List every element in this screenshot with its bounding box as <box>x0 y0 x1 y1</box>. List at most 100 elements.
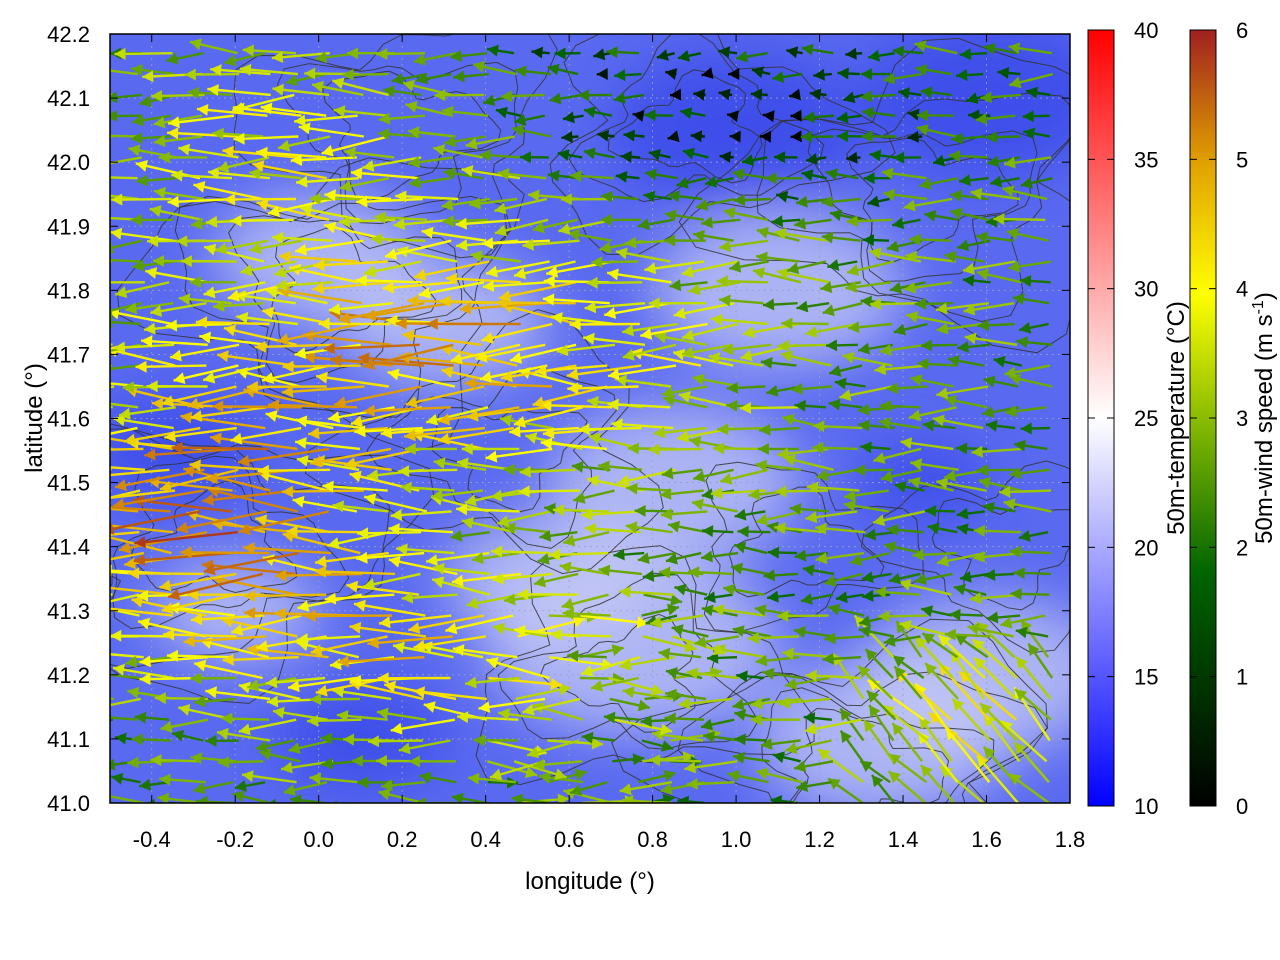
wind-vector-shaft <box>356 197 423 204</box>
wind-vector-head <box>378 128 390 140</box>
wind-vector-shaft <box>364 302 452 318</box>
wind-vector-head <box>115 732 127 745</box>
wind-vector-head <box>670 88 682 101</box>
wind-vector-head <box>154 135 166 147</box>
wind-vector-head <box>573 492 586 504</box>
wind-vector-head <box>244 589 256 602</box>
wind-vector-head <box>591 256 603 269</box>
wind-vector-head <box>224 54 237 67</box>
wind-vector-head <box>32 536 44 548</box>
wind-vector-head <box>924 210 937 222</box>
wind-vector-head <box>154 186 166 199</box>
wind-vector-head <box>69 499 81 511</box>
wind-vector-shaft <box>402 333 482 346</box>
wind-vector-head <box>716 275 728 288</box>
wind-vector-head <box>858 403 870 416</box>
wind-vector-shaft <box>279 254 358 263</box>
wind-vector-head <box>438 413 450 426</box>
wind-vector-head <box>127 756 139 769</box>
wind-vector-head <box>894 666 907 679</box>
wind-vector-shaft <box>445 614 514 632</box>
wind-vector-head <box>395 190 407 203</box>
wind-vector-head <box>732 698 745 711</box>
wind-vector-head <box>71 434 83 446</box>
x-tick-label: 1.2 <box>804 827 835 852</box>
wind-vector-head <box>796 300 809 313</box>
wind-title-main: 50m-wind speed (m s <box>1251 314 1278 543</box>
wind-vector-head <box>393 641 405 654</box>
wind-vector-head <box>1023 127 1036 140</box>
wind-vector-head <box>418 287 431 299</box>
wind-vector-shaft <box>53 511 109 516</box>
wind-vector-head <box>321 144 334 157</box>
wind-vector-head <box>275 279 288 292</box>
wind-vector-head <box>781 317 793 330</box>
wind-vector-head <box>296 633 308 646</box>
wind-vector-head <box>867 690 879 703</box>
contour-line <box>678 37 1070 354</box>
wind-vector-head <box>415 797 426 803</box>
wind-vector-head <box>846 215 858 228</box>
wind-vector-head <box>705 175 717 188</box>
wind-colorbar-tick-label: 0 <box>1236 794 1248 819</box>
wind-vector-head <box>907 130 919 143</box>
wind-vector-head <box>513 416 526 428</box>
wind-vector-head <box>880 344 892 356</box>
wind-vector-head <box>346 580 358 593</box>
wind-vector-head <box>739 402 751 414</box>
wind-vector-head <box>315 684 328 697</box>
wind-vector-head <box>894 481 907 493</box>
wind-vector-head <box>332 685 345 698</box>
wind-vector-head <box>199 331 211 344</box>
wind-vector-head <box>621 794 634 803</box>
wind-vector-head <box>914 297 926 310</box>
wind-vector-head <box>295 437 307 449</box>
wind-vector-head <box>813 68 825 81</box>
wind-vector-shaft <box>141 339 208 346</box>
wind-vector-shaft <box>132 498 232 513</box>
wind-vector-head <box>908 409 921 422</box>
wind-vector-head <box>774 151 786 164</box>
wind-vector-head <box>408 755 420 768</box>
contour-line <box>549 34 896 256</box>
wind-vector-head <box>557 793 570 803</box>
wind-vector-head <box>680 107 693 119</box>
wind-vector-head <box>413 639 426 652</box>
wind-vector-shaft <box>110 795 145 803</box>
wind-colorbar-title: 50m-wind speed (m s-1) <box>1250 292 1278 544</box>
wind-vector-head <box>344 146 356 159</box>
wind-vector-shaft <box>112 489 204 508</box>
wind-vector-head <box>613 548 625 561</box>
wind-vector-head <box>78 500 89 512</box>
wind-vector-head <box>262 372 275 384</box>
wind-vector-head <box>490 489 503 502</box>
wind-vector-shaft <box>164 426 237 439</box>
wind-vector-head <box>407 126 420 139</box>
wind-vector-head <box>328 303 341 316</box>
wind-vector-head <box>640 328 653 340</box>
wind-vector-head <box>404 443 416 455</box>
wind-vector-head <box>549 92 562 105</box>
wind-vector-head <box>598 564 611 577</box>
wind-vector-head <box>532 221 545 234</box>
wind-vector-head <box>366 469 379 481</box>
wind-vector-head <box>170 349 182 362</box>
wind-vector-head <box>144 322 156 335</box>
wind-vector-head <box>915 683 927 696</box>
wind-vector-head <box>322 480 334 493</box>
wind-vector-head <box>969 592 982 605</box>
wind-vector-head <box>466 409 479 422</box>
wind-vector-head <box>686 778 698 790</box>
wind-vector-head <box>593 48 606 61</box>
wind-vector-head <box>858 625 871 638</box>
wind-vector-head <box>390 722 403 735</box>
wind-vector-head <box>355 274 367 287</box>
contour-line <box>110 428 390 669</box>
wind-vector-head <box>379 616 391 629</box>
wind-vector-shaft <box>110 194 139 201</box>
wind-vector-head <box>139 655 151 668</box>
wind-vector-head <box>442 215 454 228</box>
wind-vector-head <box>736 50 748 63</box>
wind-vector-head <box>806 481 819 494</box>
wind-vector-head <box>80 631 91 643</box>
